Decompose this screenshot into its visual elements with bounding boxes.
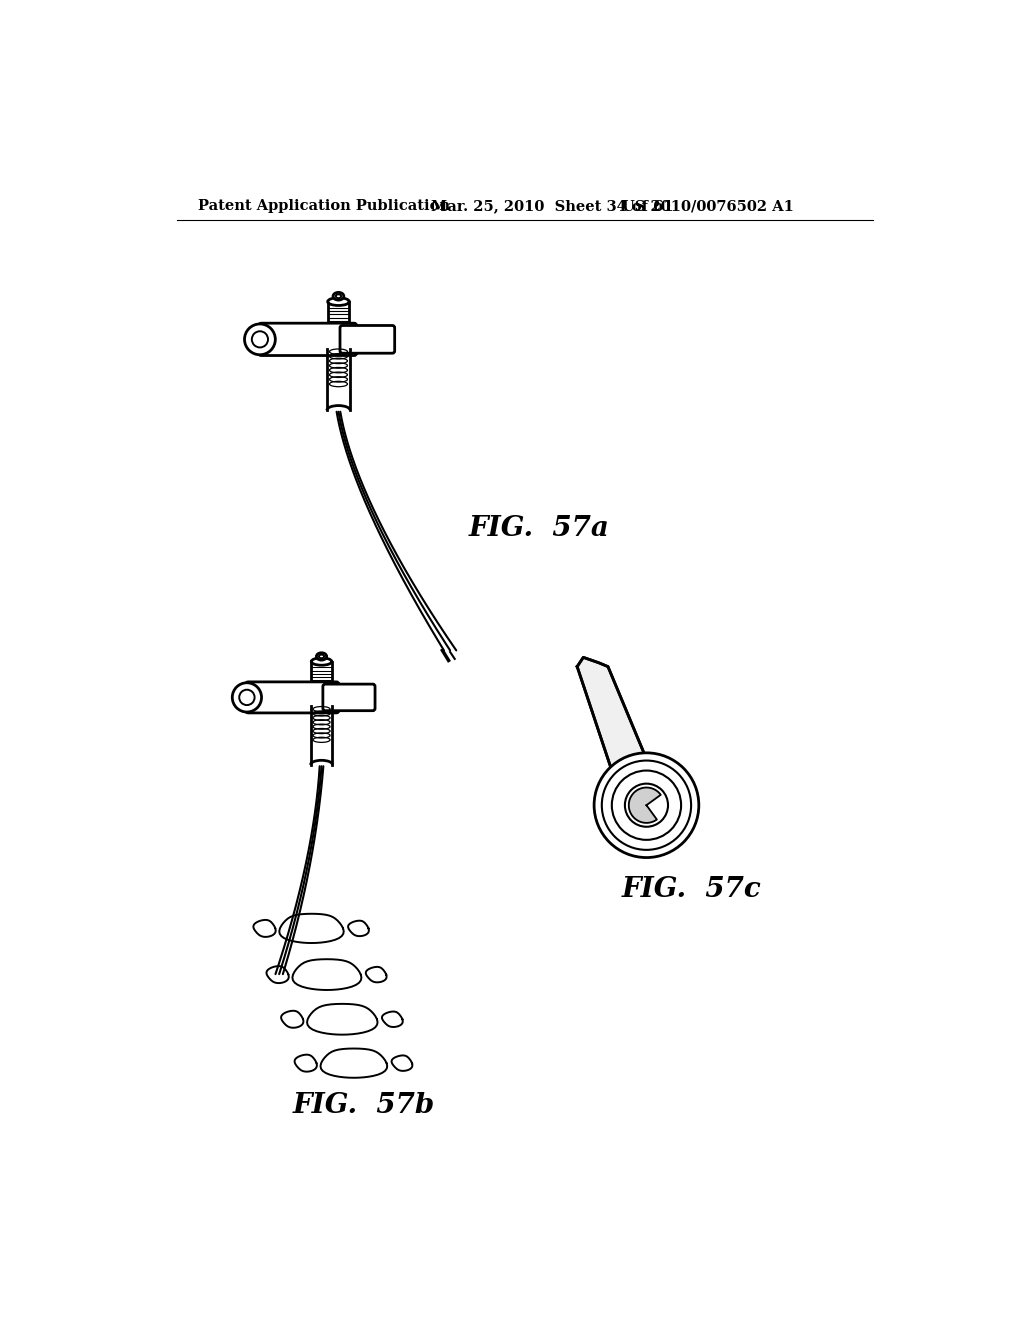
Text: FIG.  57a: FIG. 57a [468,515,609,541]
Text: Mar. 25, 2010  Sheet 34 of 61: Mar. 25, 2010 Sheet 34 of 61 [431,199,674,213]
Ellipse shape [311,657,332,665]
Text: US 2010/0076502 A1: US 2010/0076502 A1 [622,199,794,213]
Ellipse shape [245,323,275,355]
Polygon shape [629,788,660,822]
Ellipse shape [333,293,344,300]
Ellipse shape [328,298,349,305]
Ellipse shape [252,331,268,347]
FancyBboxPatch shape [323,684,375,710]
Circle shape [611,771,681,840]
Polygon shape [578,657,650,771]
Text: FIG.  57b: FIG. 57b [292,1092,434,1119]
FancyBboxPatch shape [258,323,357,355]
Ellipse shape [240,690,255,705]
FancyBboxPatch shape [340,326,394,354]
Circle shape [594,752,698,858]
Ellipse shape [232,682,261,711]
Text: FIG.  57c: FIG. 57c [622,876,762,903]
Circle shape [602,760,691,850]
Ellipse shape [336,294,341,298]
Circle shape [625,784,668,826]
Ellipse shape [316,653,327,660]
Ellipse shape [318,655,324,659]
Text: Patent Application Publication: Patent Application Publication [199,199,451,213]
FancyBboxPatch shape [246,682,339,713]
